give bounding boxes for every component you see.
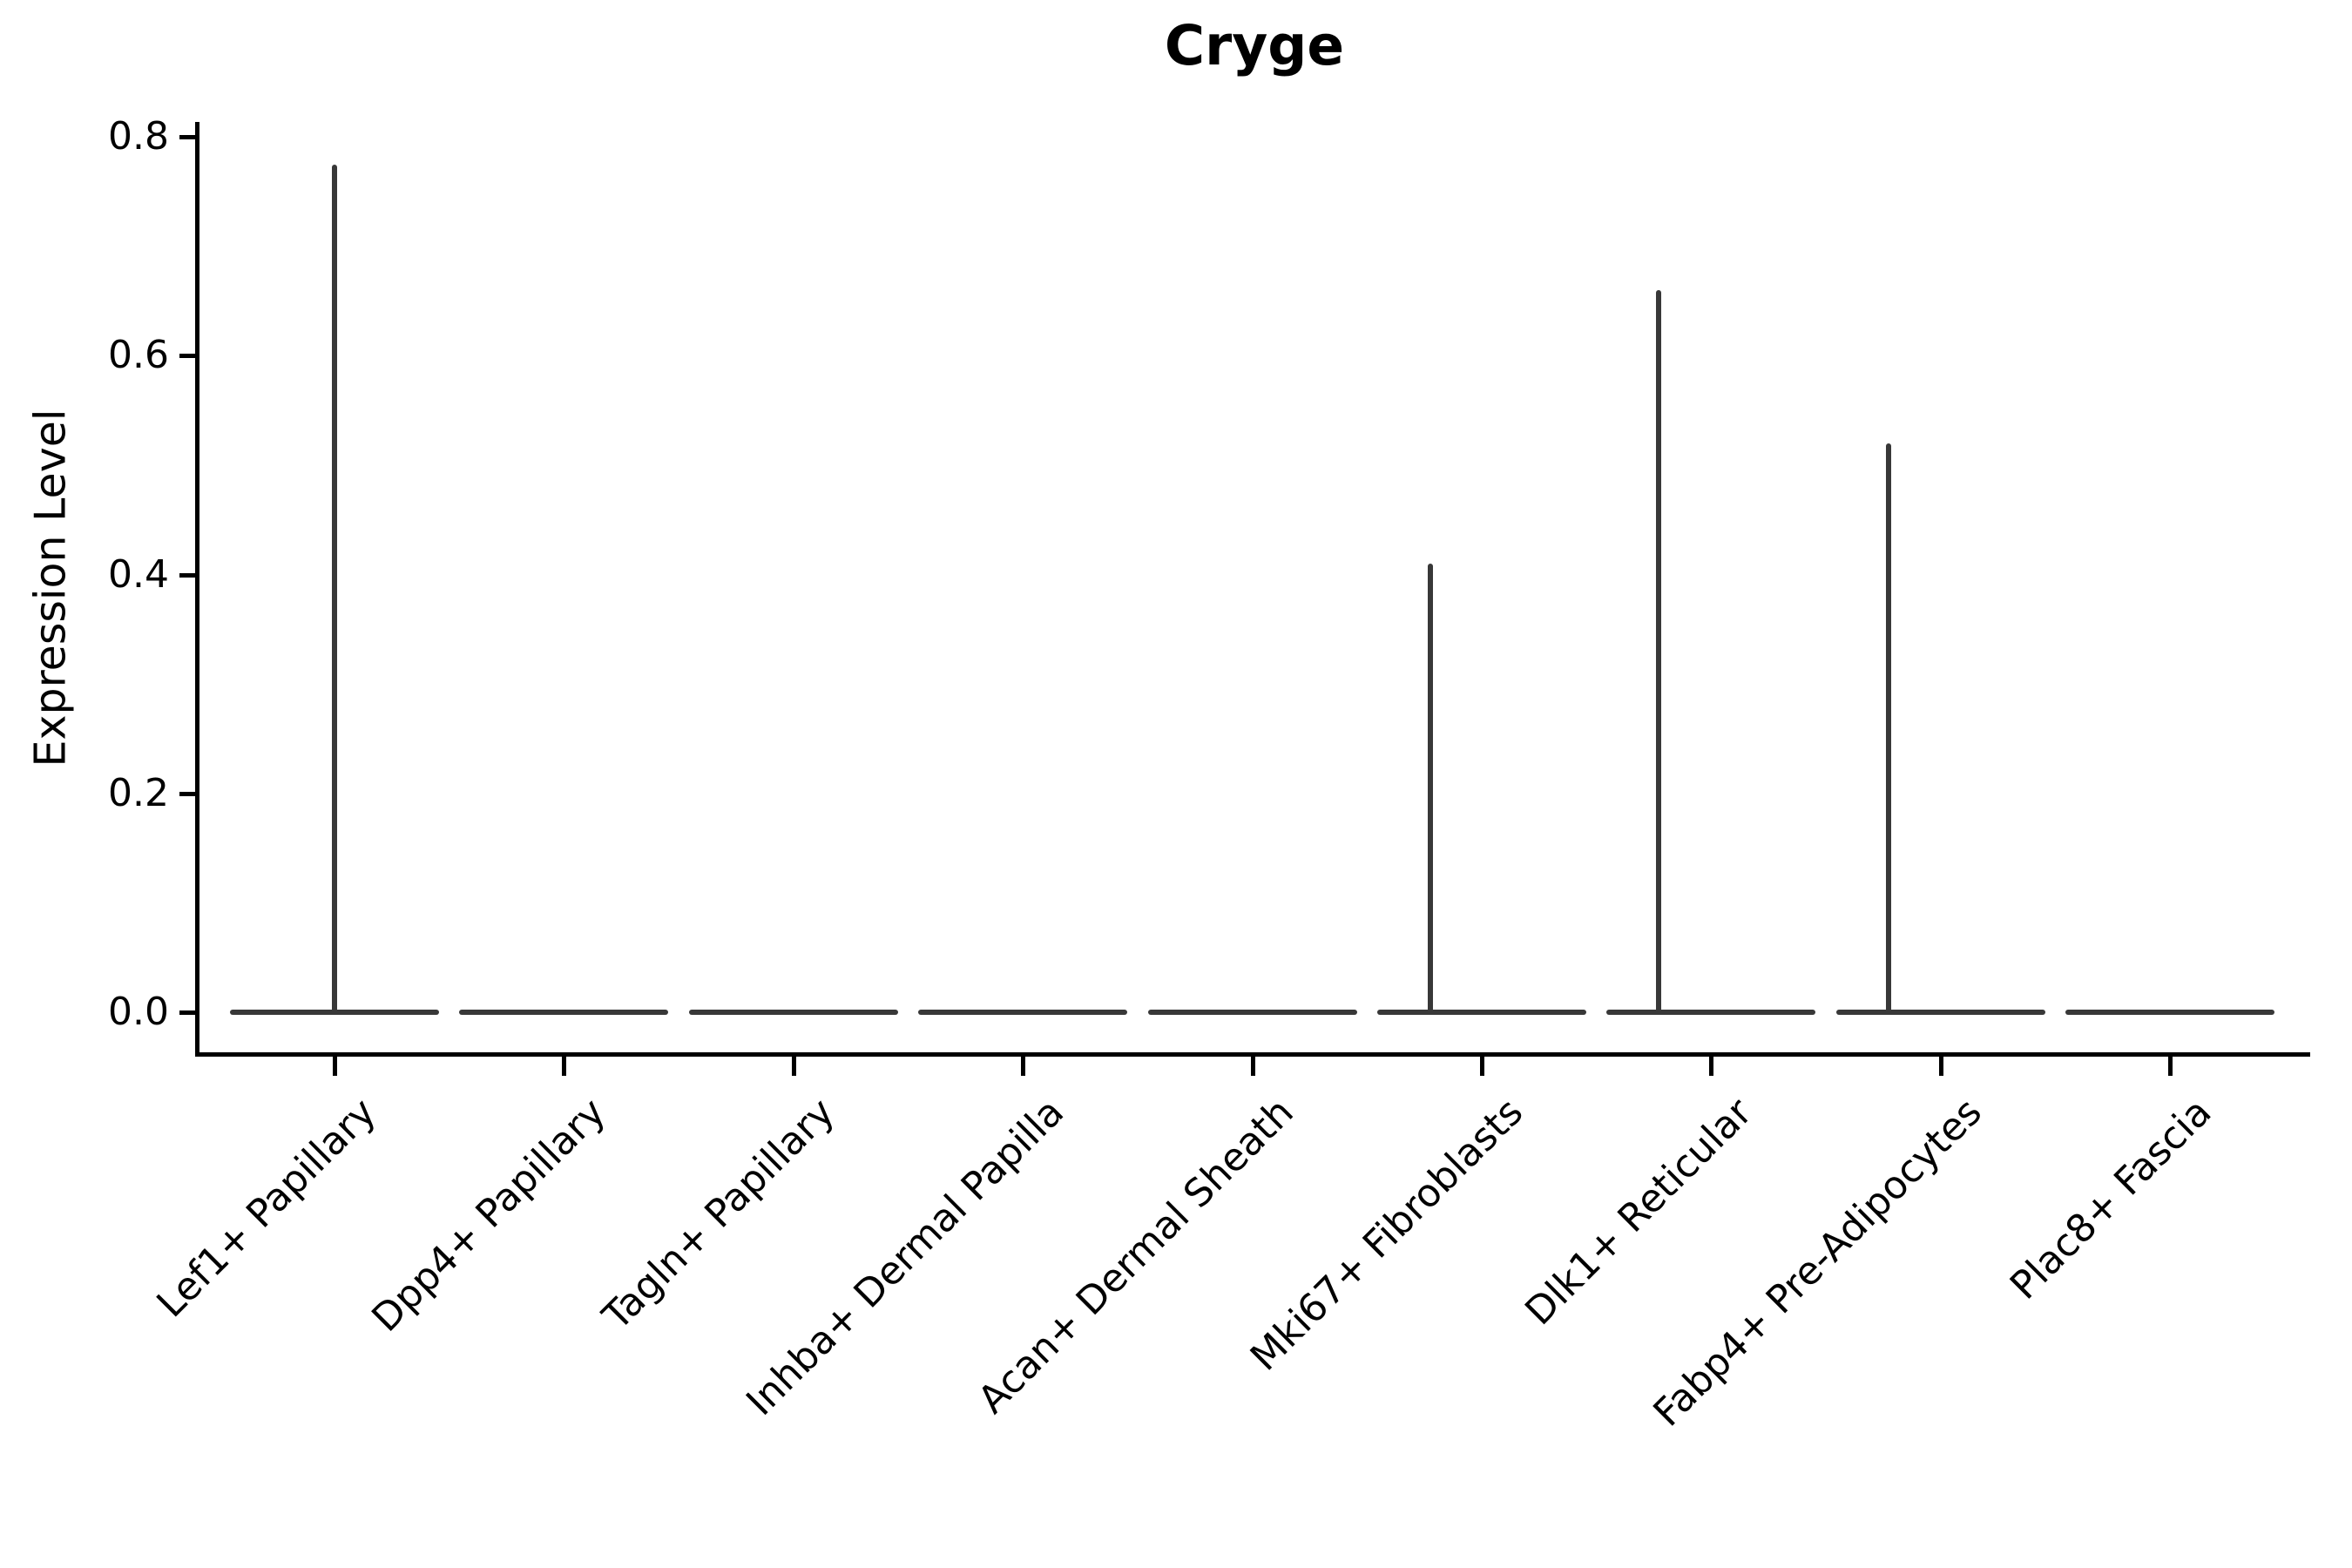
x-tick-label: Dlk1+ Reticular xyxy=(1517,1090,1761,1335)
violin-body xyxy=(459,1010,669,1015)
violin-spike xyxy=(1428,564,1433,1012)
x-tick-mark xyxy=(562,1057,567,1076)
y-tick-label: 0.0 xyxy=(108,990,169,1034)
y-tick-mark xyxy=(179,135,198,140)
x-tick-mark xyxy=(1480,1057,1484,1076)
violin-body xyxy=(1377,1010,1586,1015)
violin-spike xyxy=(1885,443,1891,1012)
x-tick-mark xyxy=(1250,1057,1255,1076)
y-axis-spine xyxy=(195,122,199,1056)
y-tick-mark xyxy=(179,354,198,359)
y-tick-label: 0.6 xyxy=(108,333,169,378)
violin-body xyxy=(1835,1010,2045,1015)
x-tick-mark xyxy=(333,1057,337,1076)
violin-body xyxy=(230,1010,439,1015)
x-tick-mark xyxy=(2168,1057,2173,1076)
x-tick-label: Tagln+ Papillary xyxy=(594,1090,844,1339)
x-tick-mark xyxy=(1709,1057,1714,1076)
x-tick-mark xyxy=(1938,1057,1943,1076)
x-tick-mark xyxy=(791,1057,796,1076)
chart-title: Cryge xyxy=(1164,14,1345,78)
x-axis-spine xyxy=(195,1052,2310,1057)
x-tick-label: Lef1+ Papillary xyxy=(148,1090,385,1327)
y-tick-label: 0.2 xyxy=(108,770,169,815)
violin-body xyxy=(688,1010,898,1015)
y-tick-mark xyxy=(179,1010,198,1015)
violin-body xyxy=(1147,1010,1357,1015)
violin-spike xyxy=(1656,290,1662,1012)
violin-body xyxy=(1606,1010,1816,1015)
y-tick-label: 0.4 xyxy=(108,551,169,597)
x-tick-mark xyxy=(1021,1057,1026,1076)
y-tick-mark xyxy=(179,791,198,796)
y-axis-label: Expression Level xyxy=(25,409,76,767)
x-tick-label: Dpp4+ Papillary xyxy=(362,1090,614,1341)
violin-body xyxy=(918,1010,1128,1015)
x-tick-label: Plac8+ Fascia xyxy=(2001,1090,2220,1308)
y-tick-label: 0.8 xyxy=(108,114,169,159)
violin-spike xyxy=(332,164,337,1012)
y-tick-mark xyxy=(179,572,198,578)
violin-body xyxy=(2065,1010,2275,1015)
